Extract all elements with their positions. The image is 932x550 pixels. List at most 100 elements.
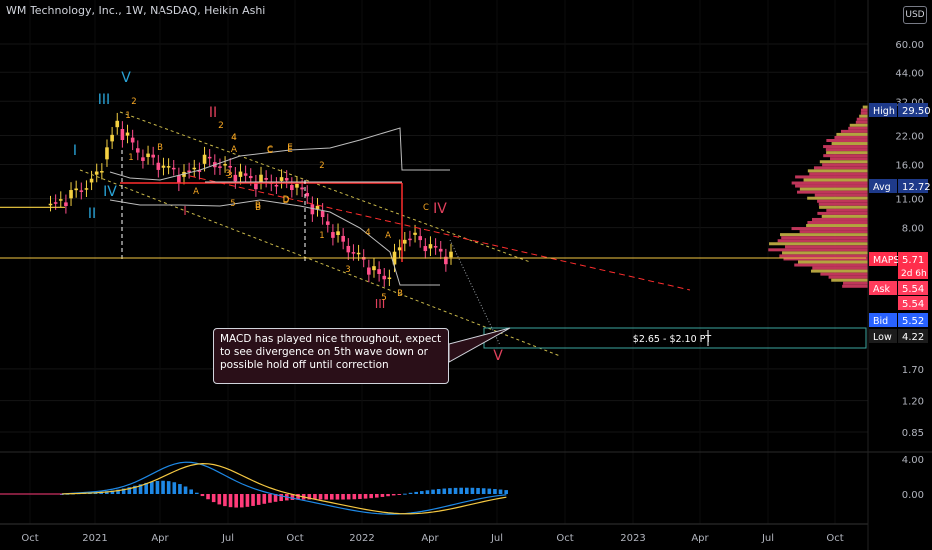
time-tick-label: Apr <box>691 533 709 544</box>
candle-body <box>192 167 197 170</box>
volume-profile-bar <box>828 275 868 279</box>
candle-body <box>125 132 130 136</box>
time-tick-label: 2022 <box>349 533 374 544</box>
macd-histogram-bar <box>251 494 255 506</box>
currency-button[interactable]: USD <box>903 6 927 24</box>
price-tick-label: 11.00 <box>895 195 924 206</box>
macd-histogram-bar <box>369 494 373 499</box>
macd-histogram-bar <box>195 492 199 494</box>
volume-profile-bar <box>791 181 868 185</box>
volume-profile-bar <box>777 239 868 243</box>
volume-profile-bar <box>831 278 868 282</box>
badge-value: 5.52 <box>902 316 924 327</box>
candle-body <box>64 202 68 206</box>
macd-histogram-bar <box>476 487 480 494</box>
badge-value: 5.54 <box>902 284 924 295</box>
macd-histogram-bar <box>425 490 430 494</box>
volume-profile-bar <box>825 148 868 152</box>
candle-body <box>351 252 356 254</box>
macd-histogram-bar <box>380 494 385 497</box>
drawings <box>0 111 867 363</box>
volume-profile-bar <box>862 105 868 109</box>
volume-profile-bar <box>814 193 868 197</box>
wave-label: I <box>73 143 77 159</box>
candle-body <box>115 120 120 128</box>
candle-body <box>69 190 73 199</box>
candle-body <box>218 166 222 168</box>
wave-label: 5 <box>381 293 387 303</box>
macd-histogram-bar <box>431 489 435 494</box>
wave-sub-label: A <box>193 187 199 197</box>
volume-profile-bar <box>780 233 868 237</box>
badge-value: 29.50 <box>902 106 931 117</box>
wave-sub-label: 1 <box>128 153 133 163</box>
macd-histogram-bar <box>341 494 345 500</box>
candle-body <box>300 187 304 190</box>
candle-body <box>315 205 320 210</box>
macd-histogram-bar <box>403 493 407 495</box>
volume-profile <box>768 105 868 288</box>
volume-profile-bar <box>817 199 868 203</box>
volume-profile-bar <box>807 169 868 173</box>
candle-body <box>305 193 310 197</box>
price-tick-label: 0.85 <box>902 428 924 439</box>
macd-histogram-bar <box>110 490 115 494</box>
wave-sub-label: D <box>283 196 290 206</box>
macd-histogram-bar <box>498 489 503 494</box>
badge-label: Ask <box>873 284 890 295</box>
price-tick-label: 1.70 <box>902 365 924 376</box>
candle-body <box>382 275 387 280</box>
volume-profile-bar <box>794 263 868 267</box>
time-tick-label: Jul <box>761 533 774 544</box>
annotation-callout[interactable]: MACD has played nice throughout, expect … <box>213 328 449 384</box>
time-tick-label: Jul <box>490 533 503 544</box>
candle-body <box>367 267 371 275</box>
candle-body <box>377 269 381 274</box>
macd-histogram-bar <box>453 487 458 494</box>
badge-label: High <box>873 106 895 117</box>
candle-body <box>279 177 284 181</box>
time-tick-label: Apr <box>421 533 439 544</box>
volume-profile-bar <box>806 224 868 228</box>
time-tick-label: Apr <box>151 533 169 544</box>
volume-profile-bar <box>834 135 868 139</box>
macd-histogram-bar <box>465 487 469 494</box>
wave-label: 1 <box>125 111 131 121</box>
volume-profile-bar <box>860 108 868 112</box>
badge-label-bg <box>869 329 897 343</box>
volume-profile-bar <box>813 166 868 170</box>
volume-profile-bar <box>795 184 868 188</box>
badge-label: Bid <box>873 316 888 327</box>
signal-line <box>61 463 507 515</box>
candle-body <box>141 157 145 161</box>
volume-profile-bar <box>779 254 868 258</box>
candle-body <box>166 166 171 168</box>
candle-body <box>58 199 63 201</box>
wave-sub-label: 1 <box>319 231 324 241</box>
wave-label: I <box>183 204 187 218</box>
volume-profile-bar <box>819 205 868 209</box>
volume-profile-bar <box>826 138 868 142</box>
volume-profile-bar <box>768 248 868 252</box>
candle-body <box>248 176 253 179</box>
macd-histogram-bar <box>166 481 171 494</box>
macd-histogram-bar <box>245 494 250 507</box>
macd-histogram-bar <box>459 487 463 494</box>
volume-profile-bar <box>856 117 868 121</box>
price-tick-label: 16.00 <box>895 160 924 171</box>
volume-profile-bar <box>795 175 868 179</box>
macd-histogram-bar <box>105 491 109 494</box>
macd-histogram-bar <box>290 494 295 500</box>
volume-profile-bar <box>836 132 868 136</box>
macd-histogram-bar <box>352 494 357 500</box>
volume-profile-bar <box>784 245 868 249</box>
macd-histogram-bar <box>487 488 492 494</box>
macd-histogram-bar <box>121 488 126 494</box>
time-tick-label: Oct <box>556 533 573 544</box>
candle-body <box>130 137 135 143</box>
badge-value: 5.71 <box>902 255 924 266</box>
badge-label: Avg <box>873 182 891 193</box>
badge-label: Low <box>873 332 892 343</box>
candle-body <box>372 266 376 271</box>
